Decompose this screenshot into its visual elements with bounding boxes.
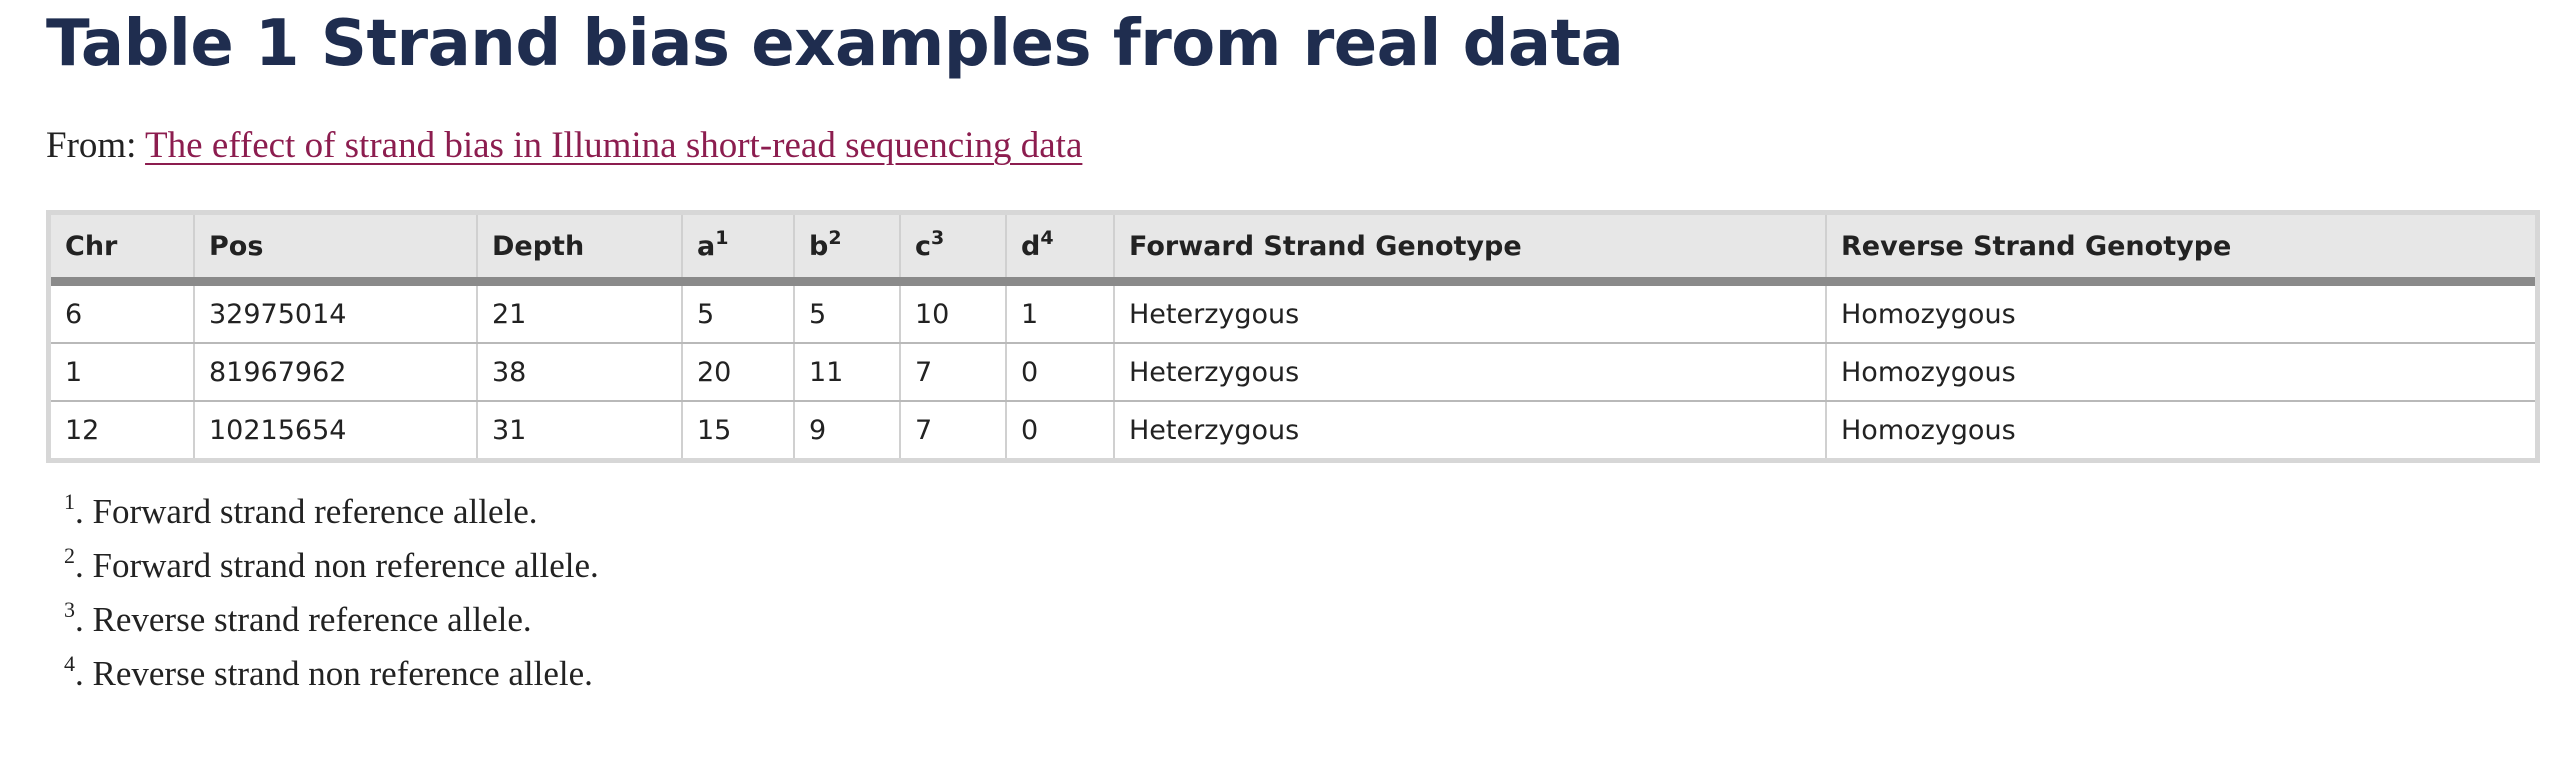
table-header-row: Chr Pos Depth a1 b2 c3 d4 Forward Strand… <box>51 215 2535 286</box>
strand-bias-table: Chr Pos Depth a1 b2 c3 d4 Forward Strand… <box>51 215 2535 458</box>
footnote-text: . Forward strand reference allele. <box>75 492 538 531</box>
cell-a: 20 <box>682 343 795 402</box>
cell-c: 7 <box>900 401 1007 458</box>
cell-d: 0 <box>1006 343 1115 402</box>
cell-pos: 10215654 <box>194 401 478 458</box>
cell-depth: 21 <box>477 281 683 344</box>
column-header-depth: Depth <box>477 215 683 286</box>
cell-b: 5 <box>794 281 901 344</box>
cell-b: 11 <box>794 343 901 402</box>
cell-c: 10 <box>900 281 1007 344</box>
footnote-mark: 1 <box>64 489 75 514</box>
cell-depth: 38 <box>477 343 683 402</box>
column-header-forward-genotype: Forward Strand Genotype <box>1114 215 1827 286</box>
footnote-text: . Reverse strand non reference allele. <box>75 654 593 693</box>
article-figure-page: Table 1 Strand bias examples from real d… <box>46 0 2554 701</box>
cell-pos: 32975014 <box>194 281 478 344</box>
cell-c: 7 <box>900 343 1007 402</box>
table-container: Chr Pos Depth a1 b2 c3 d4 Forward Strand… <box>46 210 2540 463</box>
cell-forward-genotype: Heterzygous <box>1114 281 1827 344</box>
table-row: 1 81967962 38 20 11 7 0 Heterzygous Homo… <box>51 343 2535 402</box>
table-footnotes: 1. Forward strand reference allele. 2. F… <box>46 485 2554 701</box>
column-header-reverse-genotype: Reverse Strand Genotype <box>1826 215 2535 286</box>
cell-a: 5 <box>682 281 795 344</box>
footnote-text: . Reverse strand reference allele. <box>75 600 532 639</box>
table-row: 6 32975014 21 5 5 10 1 Heterzygous Homoz… <box>51 281 2535 344</box>
footnote-ref-3: 3 <box>931 226 945 249</box>
footnote-text: . Forward strand non reference allele. <box>75 546 599 585</box>
source-line: From: The effect of strand bias in Illum… <box>46 122 2554 170</box>
footnote-ref-4: 4 <box>1040 226 1054 249</box>
table-title: Table 1 Strand bias examples from real d… <box>46 7 1624 81</box>
cell-reverse-genotype: Homozygous <box>1826 281 2535 344</box>
cell-chr: 6 <box>51 281 195 344</box>
cell-chr: 1 <box>51 343 195 402</box>
cell-chr: 12 <box>51 401 195 458</box>
column-header-c: c3 <box>900 215 1007 286</box>
column-header-a: a1 <box>682 215 795 286</box>
footnote-3: 3. Reverse strand reference allele. <box>64 593 2554 647</box>
footnote-ref-2: 2 <box>828 226 842 249</box>
column-header-pos: Pos <box>194 215 478 286</box>
cell-b: 9 <box>794 401 901 458</box>
footnote-mark: 4 <box>64 651 75 676</box>
cell-reverse-genotype: Homozygous <box>1841 414 2016 446</box>
cell-reverse-genotype: Homozygous <box>1826 343 2535 402</box>
cell-a: 15 <box>682 401 795 458</box>
footnote-mark: 2 <box>64 543 75 568</box>
footnote-1: 1. Forward strand reference allele. <box>64 485 2554 539</box>
column-header-d: d4 <box>1006 215 1115 286</box>
table-row: 12 10215654 31 15 9 7 0 Heterzygous Homo… <box>51 401 2535 458</box>
footnote-4: 4. Reverse strand non reference allele. <box>64 647 2554 701</box>
footnote-ref-1: 1 <box>715 226 729 249</box>
footnote-mark: 3 <box>64 597 75 622</box>
cell-d: 1 <box>1006 281 1115 344</box>
column-header-b: b2 <box>794 215 901 286</box>
source-prefix: From: <box>46 125 146 166</box>
cell-pos: 81967962 <box>194 343 478 402</box>
cell-depth: 31 <box>477 401 683 458</box>
footnote-2: 2. Forward strand non reference allele. <box>64 539 2554 593</box>
cell-forward-genotype: Heterzygous <box>1114 401 1827 458</box>
cell-forward-genotype: Heterzygous <box>1114 343 1827 402</box>
cell-d: 0 <box>1006 401 1115 458</box>
source-article-link[interactable]: The effect of strand bias in Illumina sh… <box>145 125 1083 166</box>
column-header-chr: Chr <box>51 215 195 286</box>
